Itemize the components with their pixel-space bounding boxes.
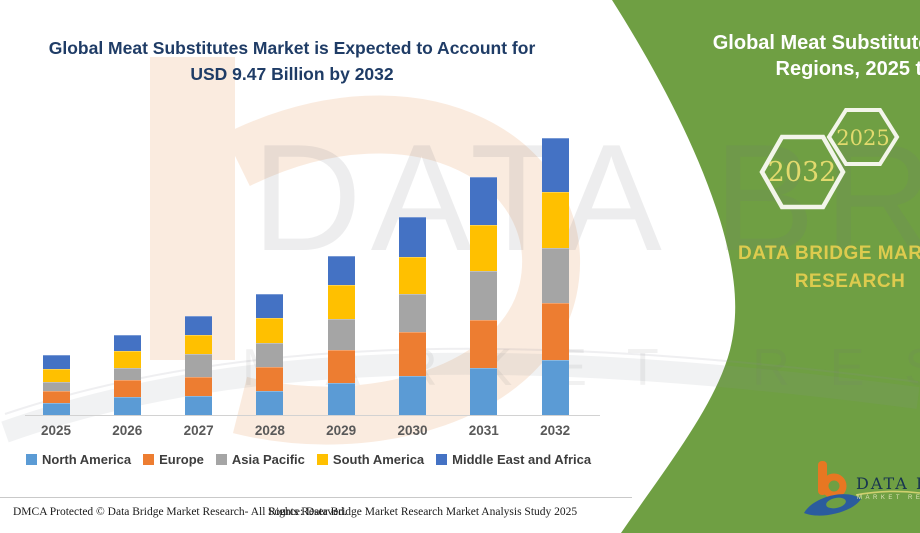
bar-segment-2029-south-america <box>327 285 355 320</box>
bar-segment-2032-south-america <box>541 192 569 248</box>
bar-segment-2030-europe <box>399 331 426 377</box>
footer-copyright: DMCA Protected © Data Bridge Market Rese… <box>13 506 347 518</box>
chart-legend: North America Europe Asia Pacific South Ame… <box>26 452 591 467</box>
bar-segment-2031-middle-east-and-africa <box>470 177 498 226</box>
bar-segment-2031-asia-pacific <box>470 270 498 320</box>
bar-segment-2028-north-america <box>256 390 284 415</box>
chart-title: Global Meat Substitutes Market is Expect… <box>30 36 554 88</box>
bar-segment-2029-europe <box>327 349 355 384</box>
panel-brand-text: DATA BRIDGE MARKET RESEARCH <box>640 240 920 295</box>
bar-segment-2025-north-america <box>42 402 70 415</box>
bar-segment-2028-middle-east-and-africa <box>256 294 284 319</box>
bar-segment-2028-south-america <box>256 318 284 343</box>
legend-swatch-middle-east-and-africa <box>436 454 448 465</box>
chart-title-line1: Global Meat Substitutes Market is Expect… <box>48 38 536 58</box>
bar-segment-2030-south-america <box>399 256 426 295</box>
legend-swatch-north-america <box>26 454 37 465</box>
bar-segment-2030-north-america <box>399 376 426 415</box>
legend-swatch-europe <box>143 454 155 465</box>
bar-segment-2027-asia-pacific <box>185 354 213 377</box>
bar-2032 <box>541 137 569 415</box>
bar-segment-2027-south-america <box>185 335 213 355</box>
bar-segment-2031-south-america <box>470 225 498 271</box>
bar-segment-2026-europe <box>113 379 141 398</box>
legend-item-north-america: North America <box>26 452 131 467</box>
bar-segment-2027-middle-east-and-africa <box>185 315 213 336</box>
bar-segment-2028-europe <box>256 366 284 391</box>
bar-2030 <box>399 216 426 415</box>
legend-swatch-asia-pacific <box>215 454 227 465</box>
bar-segment-2032-middle-east-and-africa <box>541 137 569 193</box>
panel-title: Global Meat Substitutes Market, By Regio… <box>620 30 920 82</box>
bar-segment-2032-europe <box>541 303 569 360</box>
bar-segment-2030-middle-east-and-africa <box>399 216 426 257</box>
bar-segment-2026-asia-pacific <box>113 367 141 380</box>
bar-segment-2032-north-america <box>541 359 569 415</box>
bar-segment-2027-north-america <box>185 396 213 415</box>
footer-source: Source: Data Bridge Market Research Mark… <box>268 506 578 518</box>
dbmr-logo-subtext: MARKET RESEARCH <box>857 495 920 501</box>
legend-label-middle-east-and-africa: Middle East and Africa <box>452 452 592 467</box>
legend-item-middle-east-and-africa: Middle East and Africa <box>436 452 591 467</box>
bar-2027 <box>185 315 213 415</box>
bar-segment-2031-europe <box>470 319 498 369</box>
x-axis-line <box>25 415 600 416</box>
legend-label-asia-pacific: Asia Pacific <box>231 452 305 467</box>
legend-label-south-america: South America <box>332 452 425 467</box>
legend-item-asia-pacific: Asia Pacific <box>215 452 305 467</box>
panel-brand-line1: DATA BRIDGE MARKET <box>738 243 920 264</box>
bar-2028 <box>256 294 284 415</box>
bar-2025 <box>42 354 70 415</box>
bar-segment-2026-middle-east-and-africa <box>113 335 141 351</box>
bar-segment-2026-south-america <box>113 350 141 368</box>
bar-2026 <box>113 335 141 415</box>
chart-title-line2: USD 9.47 Billion by 2032 <box>190 63 394 84</box>
bar-segment-2025-south-america <box>42 369 70 382</box>
bar-2031 <box>470 177 498 415</box>
panel-brand-line2: RESEARCH <box>794 270 906 292</box>
bar-segment-2029-middle-east-and-africa <box>327 256 355 286</box>
footer-divider <box>0 497 632 498</box>
bar-segment-2025-asia-pacific <box>42 381 70 391</box>
legend-item-south-america: South America <box>316 452 425 467</box>
bar-segment-2029-north-america <box>327 383 355 415</box>
legend-label-europe: Europe <box>159 452 204 467</box>
bar-segment-2031-north-america <box>470 368 498 415</box>
bar-segment-2030-asia-pacific <box>399 294 426 332</box>
legend-swatch-south-america <box>316 454 328 465</box>
bar-segment-2025-europe <box>42 390 70 403</box>
legend-label-north-america: North America <box>42 452 132 467</box>
bar-segment-2032-asia-pacific <box>541 248 569 304</box>
panel-title-line1: Global Meat Substitutes Market, By <box>712 32 920 54</box>
legend-item-europe: Europe <box>143 452 204 467</box>
watermark-tagline-text: MARKET RESEARCH <box>242 339 920 397</box>
bar-2029 <box>327 256 355 415</box>
bar-segment-2029-asia-pacific <box>327 319 355 350</box>
bar-segment-2026-north-america <box>113 397 141 415</box>
bar-segment-2025-middle-east-and-africa <box>42 354 70 370</box>
panel-title-line2: Regions, 2025 to 2032 <box>775 58 920 80</box>
bar-segment-2028-asia-pacific <box>256 342 284 367</box>
bar-segment-2027-europe <box>185 376 213 397</box>
dbmr-logo-wordmark: DATA BRIDGE <box>856 474 920 493</box>
